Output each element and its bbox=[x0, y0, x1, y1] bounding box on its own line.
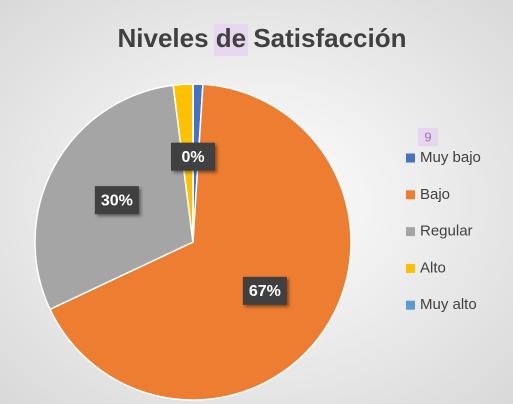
legend-swatch bbox=[406, 227, 415, 237]
data-label-box bbox=[94, 186, 139, 215]
legend-swatch bbox=[406, 263, 415, 273]
data-label: 0% bbox=[171, 142, 215, 171]
legend-label: Regular bbox=[420, 223, 473, 240]
highlight bbox=[214, 24, 248, 56]
data-label-text: 67% bbox=[249, 283, 281, 300]
legend-label: Muy alto bbox=[420, 296, 477, 313]
data-label-box bbox=[242, 276, 287, 305]
legend-label: Bajo bbox=[420, 186, 450, 203]
legend-swatch bbox=[406, 190, 415, 200]
legend-swatch bbox=[406, 300, 415, 310]
annotation: 9 bbox=[424, 129, 431, 144]
legend-swatch bbox=[406, 153, 415, 163]
legend-label: Alto bbox=[420, 259, 446, 276]
annotation-box bbox=[418, 128, 438, 146]
data-label: 30% bbox=[94, 186, 139, 215]
chart-title: Niveles de Satisfacción bbox=[117, 23, 406, 53]
legend-label: Muy bajo bbox=[420, 149, 481, 166]
data-label: 67% bbox=[242, 276, 287, 305]
data-label-text: 30% bbox=[101, 192, 133, 209]
data-label-text: 0% bbox=[181, 149, 204, 166]
pie-slice bbox=[49, 83, 352, 401]
data-label-box bbox=[171, 142, 215, 171]
